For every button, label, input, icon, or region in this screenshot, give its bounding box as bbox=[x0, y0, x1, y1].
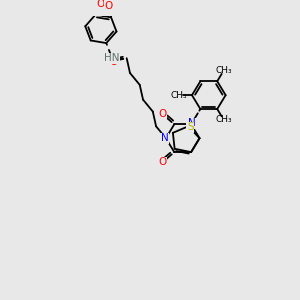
Text: CH₃: CH₃ bbox=[171, 91, 188, 100]
Text: O: O bbox=[158, 109, 166, 119]
Text: O: O bbox=[158, 158, 166, 167]
Text: O: O bbox=[104, 1, 112, 10]
Text: S: S bbox=[187, 122, 194, 132]
Text: CH₃: CH₃ bbox=[215, 66, 232, 75]
Text: O: O bbox=[109, 57, 117, 67]
Text: HN: HN bbox=[104, 53, 120, 63]
Text: O: O bbox=[97, 0, 105, 9]
Text: N: N bbox=[188, 118, 196, 128]
Text: N: N bbox=[161, 133, 169, 143]
Text: CH₃: CH₃ bbox=[215, 115, 232, 124]
